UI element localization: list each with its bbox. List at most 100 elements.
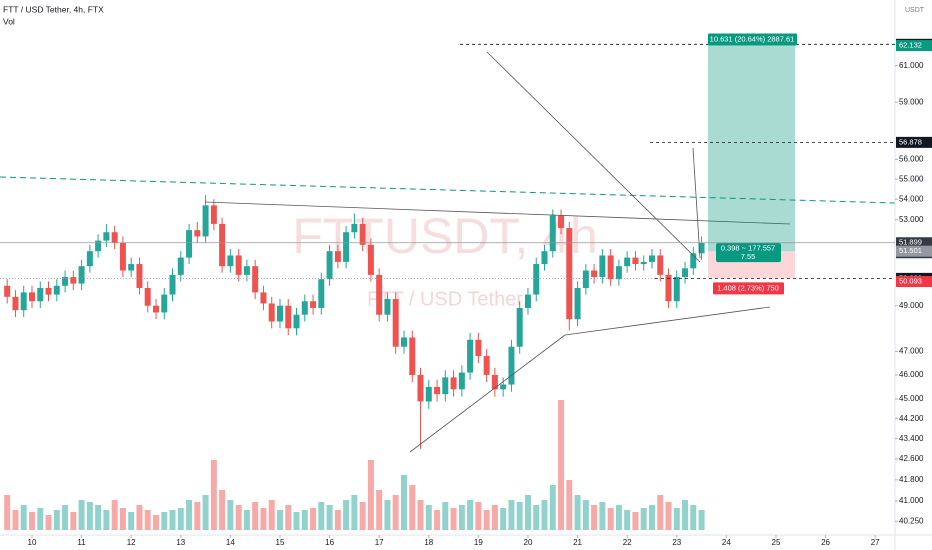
volume-bar [475, 502, 482, 530]
candle-body [78, 266, 85, 284]
volume-label: Vol [3, 16, 15, 26]
x-tick-label: 22 [623, 538, 632, 547]
trend-line [564, 306, 771, 336]
volume-bar [219, 490, 226, 530]
candle-body [359, 223, 366, 245]
volume-bar [541, 500, 548, 530]
volume-bar [144, 510, 151, 530]
candle-body [516, 307, 523, 347]
volume-bar [483, 510, 490, 530]
candle-body [392, 299, 399, 347]
candle-body [144, 287, 151, 306]
plot [4, 195, 705, 530]
candle-body [177, 257, 184, 275]
candle-body [95, 240, 102, 252]
volume-bar [359, 502, 366, 530]
y-unit: USDT [905, 7, 925, 14]
candle-body [12, 296, 19, 311]
volume-bar [500, 508, 507, 530]
candle-body [318, 279, 325, 308]
candle-body [103, 232, 110, 241]
volume-bar [136, 505, 143, 530]
candle-body [152, 305, 159, 313]
volume-bar [657, 495, 664, 530]
volume-bar [128, 512, 135, 530]
y-tick-label: 56.000 [899, 155, 924, 164]
candle-body [558, 215, 565, 229]
chart-title: FTT / USD Tether, 4h, FTX [3, 4, 104, 14]
price-label: 50.093 [899, 277, 922, 286]
price-label-bg [896, 276, 932, 288]
volume-bar [615, 505, 622, 530]
volume-bar [533, 505, 540, 530]
volume-bar [665, 502, 672, 530]
candle-body [483, 356, 490, 375]
candle-body [169, 274, 176, 295]
volume-bar [682, 500, 689, 530]
candle-body [524, 294, 531, 308]
candle-body [500, 384, 507, 390]
volume-bar [558, 400, 565, 530]
volume-bar [318, 502, 325, 530]
stop-label-bg [713, 282, 784, 295]
y-tick-label: 42.600 [899, 454, 924, 463]
candle-body [632, 257, 639, 265]
volume-bar [111, 500, 118, 530]
volume-bar [268, 500, 275, 530]
x-tick-label: 26 [821, 538, 830, 547]
volume-bar [285, 505, 292, 530]
candle-body [665, 274, 672, 302]
volume-bar [516, 502, 523, 530]
candle-body [53, 285, 60, 295]
candle-body [210, 205, 217, 224]
y-tick-label: 61.000 [899, 61, 924, 70]
candle-body [28, 292, 35, 302]
volume-bar [599, 502, 606, 530]
candle-body [4, 285, 11, 297]
volume-bar [276, 510, 283, 530]
volume-bar [607, 508, 614, 530]
price-label: 56.878 [899, 137, 922, 146]
price-label-bg [896, 245, 932, 257]
candle-body [136, 264, 143, 288]
volume-bar [425, 505, 432, 530]
candle-body [582, 270, 589, 288]
price-label-bg [896, 40, 932, 52]
candle-body [310, 301, 317, 308]
volume-bar [293, 512, 300, 530]
volume-bar [367, 460, 374, 530]
price-label: 62.132 [899, 41, 922, 50]
candle-body [70, 277, 77, 284]
y-tick-label: 46.000 [899, 370, 924, 379]
candle-body [491, 374, 498, 390]
volume-bar [574, 495, 581, 530]
trend-line [486, 51, 701, 263]
volume-bar [177, 508, 184, 530]
candle-body [508, 346, 515, 385]
candle-body [235, 255, 242, 275]
candle-body [640, 261, 647, 265]
candle-body [293, 314, 300, 329]
volume-bar [78, 500, 85, 530]
x-tick-label: 17 [375, 538, 384, 547]
volume-bar [152, 515, 159, 530]
candle-body [425, 386, 432, 402]
candle-body [227, 255, 234, 267]
y-tick-label: 41.000 [899, 496, 924, 505]
candle-body [62, 277, 69, 286]
y-tick-label: 55.000 [899, 174, 924, 183]
volume-bar [252, 502, 259, 530]
candle-body [533, 264, 540, 295]
volume-bar [210, 460, 217, 530]
candle-body [86, 251, 93, 267]
volume-bar [467, 500, 474, 530]
entry-sub: 7.55 [741, 252, 756, 261]
volume-bar [37, 508, 44, 530]
price-label: 51.501 [899, 246, 922, 255]
target-zone [708, 45, 795, 252]
candle-body [673, 277, 680, 302]
volume-bar [326, 505, 333, 530]
volume-bar [103, 510, 110, 530]
